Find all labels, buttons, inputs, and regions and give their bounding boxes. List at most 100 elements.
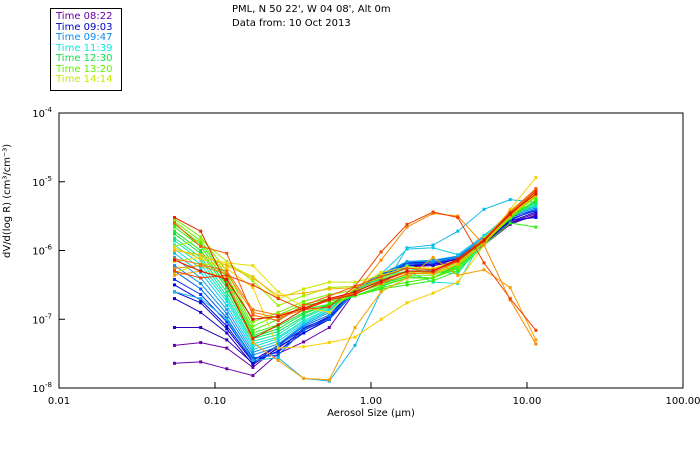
data-point [405, 266, 409, 270]
data-point [276, 327, 280, 331]
data-point [173, 326, 176, 329]
data-point [251, 341, 255, 345]
plot-frame [58, 112, 684, 389]
data-point [173, 249, 176, 252]
data-point [302, 299, 306, 303]
data-point [456, 258, 460, 262]
data-point [508, 207, 512, 211]
data-point [431, 210, 435, 214]
data-point [276, 335, 280, 339]
data-point [173, 239, 176, 243]
data-point [199, 229, 203, 233]
data-point [173, 258, 176, 262]
data-point [482, 243, 486, 247]
data-point [225, 290, 229, 294]
data-point [276, 330, 280, 334]
data-point [225, 251, 229, 255]
data-point [225, 327, 229, 331]
data-point [327, 317, 331, 321]
legend-item: Time 08:22 [56, 11, 113, 22]
data-point [431, 246, 435, 250]
data-point [302, 340, 306, 344]
data-point [379, 317, 383, 321]
data-point [173, 277, 176, 281]
data-point [327, 294, 331, 298]
data-point [173, 221, 176, 225]
data-point [225, 367, 229, 371]
data-point [173, 290, 176, 294]
y-tick-label: 10 [32, 109, 45, 120]
data-point [276, 356, 280, 360]
data-point [534, 192, 538, 196]
data-point [199, 242, 203, 246]
data-point [199, 238, 203, 241]
data-point [508, 198, 512, 202]
data-point [327, 341, 331, 345]
data-point [225, 312, 229, 316]
data-point [534, 187, 538, 191]
data-point [225, 261, 229, 265]
data-point [251, 283, 255, 287]
data-point [534, 225, 538, 229]
data-point [199, 287, 203, 291]
series-line [174, 196, 537, 327]
data-point [199, 253, 203, 257]
data-point [225, 317, 229, 321]
data-point [199, 257, 203, 261]
data-point [482, 239, 486, 243]
data-point [173, 297, 176, 301]
data-point [199, 244, 203, 248]
data-point [276, 304, 280, 307]
data-point [251, 350, 255, 354]
data-point [276, 339, 280, 343]
data-point [251, 308, 255, 312]
data-point [353, 293, 357, 296]
data-point [431, 291, 435, 295]
data-point [199, 282, 203, 285]
data-point [456, 216, 460, 219]
data-point [327, 287, 331, 291]
data-point [251, 328, 255, 332]
data-point [302, 291, 306, 295]
data-point [225, 269, 229, 273]
data-point [431, 243, 435, 247]
data-point [534, 203, 538, 207]
data-point [199, 297, 203, 301]
data-point [199, 276, 203, 280]
chart-title: PML, N 50 22', W 04 08', Alt 0m Data fro… [232, 3, 391, 31]
legend-item: Time 14:14 [56, 74, 113, 85]
data-point [431, 276, 435, 280]
x-tick-label: 1.00 [360, 396, 382, 407]
data-point [276, 323, 280, 327]
data-point [353, 326, 357, 329]
data-point [199, 235, 203, 239]
legend-item: Time 09:03 [56, 21, 113, 33]
x-tick-label: 10.00 [513, 396, 542, 407]
data-point [456, 253, 460, 257]
data-point [405, 260, 409, 263]
data-point [251, 286, 255, 290]
data-point [534, 189, 538, 193]
data-point [456, 280, 460, 284]
x-tick-label: 0.10 [204, 396, 226, 407]
data-point [251, 359, 255, 362]
y-tick-label: 10 [32, 315, 45, 326]
data-point [173, 269, 176, 273]
data-point [327, 280, 331, 284]
data-point [302, 345, 306, 349]
data-point [379, 271, 383, 274]
y-tick-exponent: -6 [45, 244, 53, 252]
data-point [379, 275, 383, 279]
data-point [431, 279, 435, 283]
series-line [174, 188, 537, 322]
data-point [173, 229, 176, 233]
data-point [534, 176, 538, 180]
data-point [456, 273, 460, 277]
data-point [225, 338, 229, 342]
data-point [199, 326, 203, 329]
data-point [173, 283, 176, 287]
data-point [251, 348, 255, 351]
data-point [302, 294, 306, 298]
data-point [225, 280, 229, 284]
data-point [251, 374, 255, 378]
